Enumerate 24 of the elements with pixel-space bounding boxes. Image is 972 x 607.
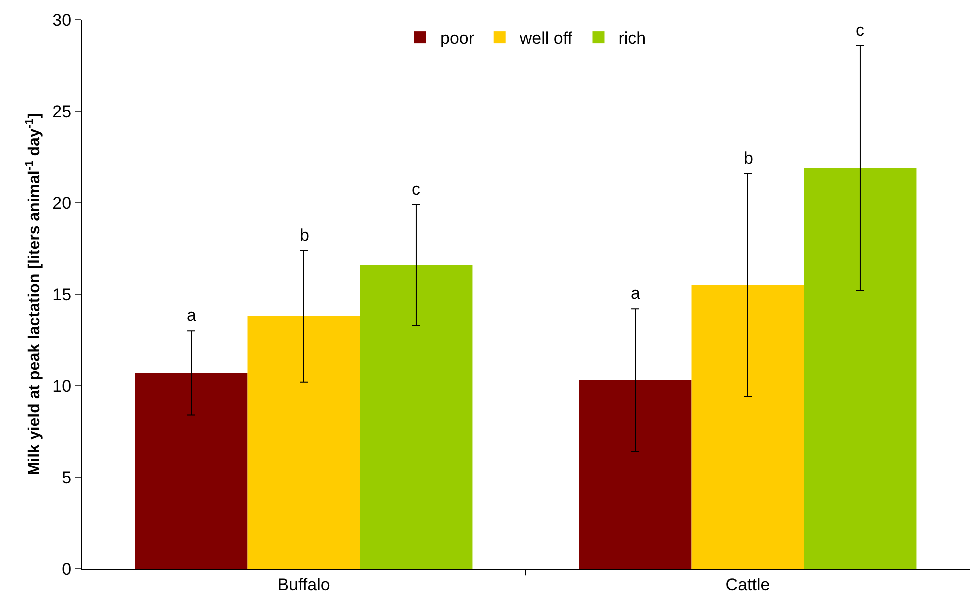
y-tick-label: 15 bbox=[52, 285, 72, 304]
bar bbox=[360, 265, 473, 569]
legend-label: poor bbox=[440, 29, 475, 48]
bar bbox=[135, 373, 248, 569]
annotation: c bbox=[412, 180, 421, 199]
y-tick-label: 25 bbox=[52, 102, 72, 122]
bar bbox=[248, 316, 360, 569]
x-tick-label: Buffalo bbox=[278, 575, 330, 594]
annotation: a bbox=[631, 284, 641, 303]
bar bbox=[804, 168, 917, 569]
annotation: b bbox=[300, 226, 310, 245]
y-tick-label: 5 bbox=[62, 468, 72, 488]
annotation: c bbox=[856, 21, 865, 40]
y-tick-label: 30 bbox=[52, 10, 72, 30]
y-tick-label: 20 bbox=[52, 194, 72, 213]
bar bbox=[579, 380, 692, 569]
annotation: b bbox=[744, 149, 754, 168]
legend-label: well off bbox=[518, 29, 573, 48]
annotation: a bbox=[187, 306, 197, 325]
y-tick-label: 10 bbox=[52, 376, 72, 396]
legend-label: rich bbox=[618, 29, 646, 48]
x-tick-label: Cattle bbox=[726, 575, 770, 594]
bar bbox=[692, 285, 804, 569]
y-tick-label: 0 bbox=[62, 560, 72, 579]
